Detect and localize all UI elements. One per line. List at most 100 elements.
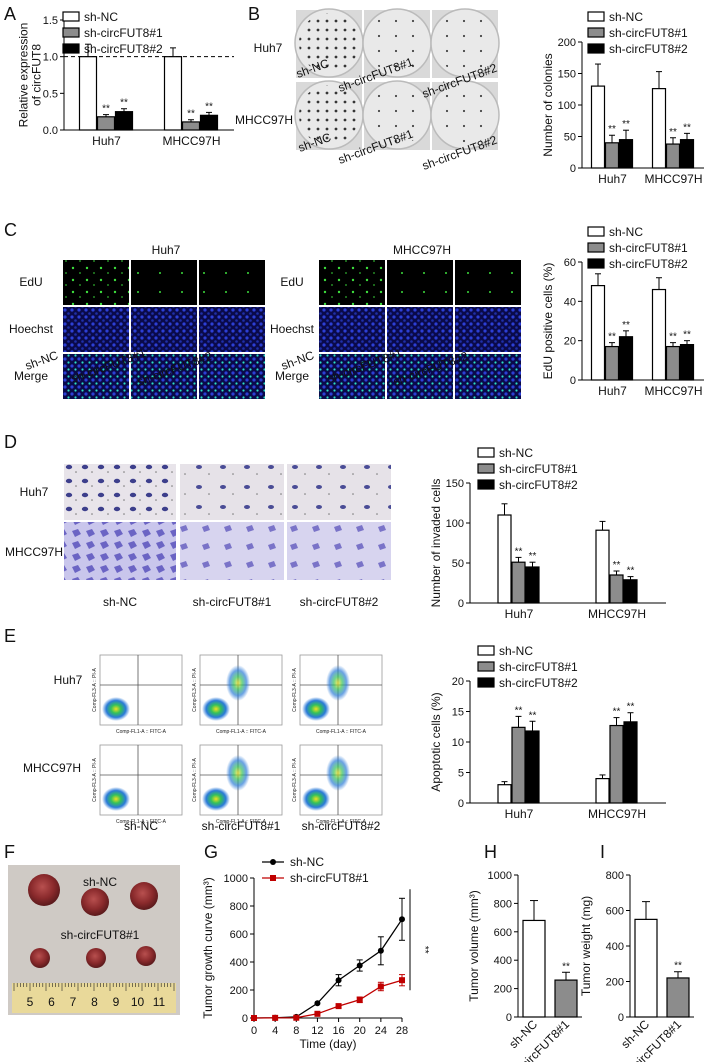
y-axis-title: Apoptotic cells (%) [429,692,443,791]
bar-kd1 [96,116,116,131]
group-label: sh-circFUT8#1 [193,595,272,609]
data-point [272,1014,279,1021]
tumor-shnc [28,874,60,906]
y-tick-label: 400 [230,957,248,969]
panel-label-g: G [204,842,218,862]
tumor-group-label: sh-NC [83,875,117,889]
significance-mark: ** [529,551,537,562]
flow-y-axis-title: Comp-FL3-A :: PI-A [92,758,98,802]
y-tick-label: 1000 [488,870,512,882]
data-point [356,996,363,1003]
bar-shnc [651,88,667,169]
legend-swatch [477,677,495,688]
flow-x-axis-title: Comp-FL1-A :: FITC-A [116,819,167,825]
y-tick-label: 10 [452,737,464,749]
x-tick-label: MHCC97H [588,807,646,821]
panel-label-d: D [4,432,17,452]
micrograph-hoechst [387,307,453,352]
chart-edu-positive: 0 20 40 60 EdU positive cells (%) ** ** Huh7 ** *… [541,225,704,398]
data-point [314,1000,321,1007]
y-tick-label: 200 [494,984,512,996]
data-point [377,947,384,954]
y-tick-label: 1.0 [43,52,58,64]
bar-shnc [590,285,606,381]
transwell-huh7 [180,464,284,520]
colonies [435,85,495,145]
bar-kd1 [181,121,201,131]
x-tick-label: MHCC97H [644,172,702,186]
tumor-kd [30,948,50,968]
column-title: MHCC97H [393,243,451,257]
micrograph-edu [319,260,385,305]
y-tick-label: 800 [494,898,512,910]
stain-label: Merge [14,369,48,383]
significance-mark: ** [515,546,523,557]
legend-swatch [477,479,495,490]
significance-mark: ** [627,702,635,713]
micrograph-merge [455,354,521,399]
bar-shnc [590,85,606,169]
x-tick-label: 12 [311,1025,323,1037]
legend-label: sh-NC [290,855,324,869]
y-tick-label: 400 [494,955,512,967]
y-tick-label: 150 [446,478,464,490]
flow-y-axis-title: Comp-FL3-A :: PI-A [92,668,98,712]
significance-mark: ** [120,98,128,109]
significance-mark: ** [102,104,110,115]
y-tick-label: 40 [564,296,576,308]
colonies [367,13,427,73]
panel-label-h: H [484,842,497,862]
significance-mark: ** [613,707,621,718]
ruler-number: 5 [27,995,34,1009]
bar-kd1 [604,142,620,169]
chart-apoptotic-cells: 0 5 10 15 20 Apoptotic cells (%) ** ** Huh7 ** ** M… [429,644,666,821]
y-axis-title: of circFUT8 [30,44,44,106]
significance-mark: ** [627,566,635,577]
significance-mark: ** [683,330,691,341]
y-axis-title: Tumor weight (mg) [579,896,593,996]
legend-marker [270,859,276,865]
cell-population [202,787,230,811]
y-tick-label: 0 [242,1013,248,1025]
legend-label: sh-circFUT8#2 [609,257,688,271]
tumor-kd [136,946,156,966]
row-label-huh7: Huh7 [20,485,49,499]
bar-shnc [595,529,610,604]
legend-swatch [587,11,605,22]
colonies [299,85,359,145]
bar-kd1 [604,345,620,381]
tumor-group-label: sh-circFUT8#1 [61,928,140,942]
data-point [293,1014,300,1021]
transwell-mhcc97h [180,522,284,580]
transwell-huh7 [287,464,391,520]
panel-label-f: F [4,842,15,862]
legend-swatch [587,242,605,253]
transwell-mhcc97h [287,522,391,580]
ruler-number: 10 [131,995,145,1009]
y-tick-label: 50 [564,132,576,144]
tumor-photo: sh-NC sh-circFUT8#1 5 6 7 8 9 10 11 [8,865,180,1015]
group-label: sh-circFUT8#1 [202,819,281,833]
micrograph-hoechst [455,307,521,352]
x-tick-label: Huh7 [505,807,534,821]
data-point [399,977,405,984]
y-tick-label: 600 [606,906,624,918]
significance-mark: ** [622,320,630,331]
stain-label: EdU [280,275,303,289]
panel-label-b: B [248,4,260,24]
y-axis-title: Tumor volume (mm³) [467,890,481,1002]
group-label: sh-NC [103,595,137,609]
micrograph-merge [387,354,453,399]
series-line-shnc [253,918,403,1019]
bar-shnc [634,918,658,1018]
panel-labels: A B C D E F G H I [4,4,605,862]
legend-label: sh-circFUT8#1 [84,26,163,40]
bar-kd2 [679,139,695,169]
bar-shnc [163,56,183,131]
significance-mark: ** [669,127,677,138]
